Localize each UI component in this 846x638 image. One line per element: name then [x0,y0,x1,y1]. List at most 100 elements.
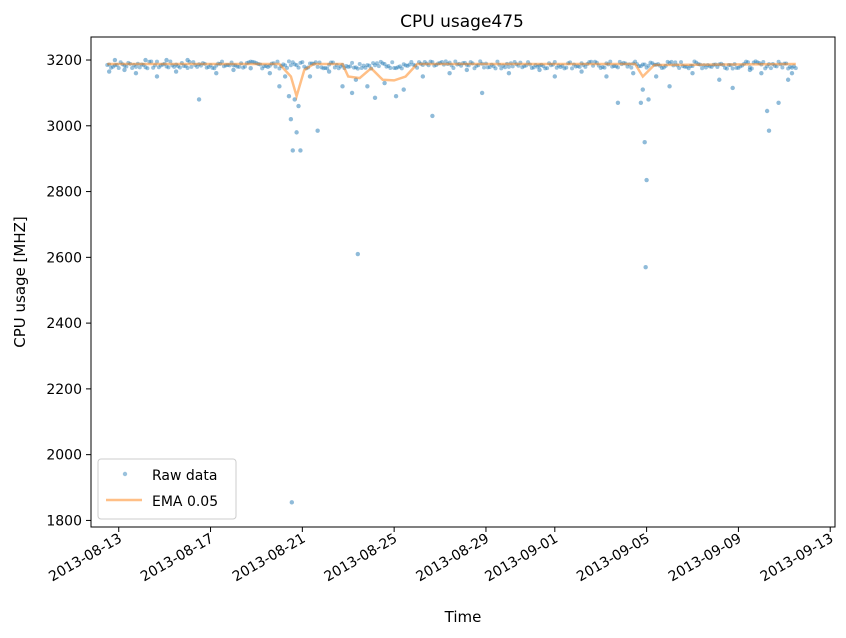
raw-data-point [143,65,148,70]
raw-data-point [124,64,129,69]
raw-data-point [367,63,372,68]
raw-data-point [409,60,414,65]
raw-data-point [529,65,534,70]
y-axis: 1800 2000 2200 2400 2600 2800 3000 3200 [46,53,91,529]
ema-series [107,62,796,101]
raw-data-point [149,59,154,64]
raw-data-point [145,66,150,71]
raw-data-point [583,64,588,69]
raw-data-point [300,60,305,65]
legend-raw-label: Raw data [152,468,217,484]
raw-data-point [168,59,173,64]
raw-data-point [401,62,406,67]
raw-data-point [401,87,406,92]
raw-data-point [478,59,483,64]
raw-data-point [638,64,643,69]
raw-data-point [602,65,607,70]
raw-data-point [608,59,613,64]
raw-data-point [206,64,211,69]
raw-data-point [665,59,670,64]
raw-data-point [177,65,182,70]
raw-data-point [667,84,672,89]
raw-data-point [267,70,273,76]
raw-data-point [589,59,594,64]
x-tick-label: 2013-09-09 [666,531,744,586]
raw-data-point [307,74,313,79]
raw-data-point [286,93,292,99]
x-axis-label: Time [444,608,482,626]
raw-data-point [241,65,246,70]
raw-data-point [326,69,332,74]
legend-raw-marker [122,471,128,477]
raw-data-point [137,65,142,70]
x-tick-label: 2013-08-13 [46,531,124,586]
raw-data-point [166,65,171,70]
raw-data-point [355,251,361,257]
raw-data-point [289,500,295,505]
raw-data-point [776,100,781,105]
plot-frame [90,36,836,528]
raw-data-point [365,84,370,89]
raw-data-point [482,65,487,70]
raw-data-point [388,66,393,71]
raw-data-point [573,64,578,69]
raw-data-point [235,64,240,69]
raw-data-point [346,64,351,69]
raw-data-point [122,67,127,73]
raw-data-point [646,97,651,102]
raw-data-point [759,70,764,76]
raw-data-point [332,65,337,70]
raw-data-point [185,57,190,63]
raw-data-point [579,69,584,74]
raw-data-point [112,57,118,63]
raw-data-point [558,64,563,69]
raw-data-point [349,90,355,96]
raw-data-point [789,65,794,70]
raw-data-point [495,59,500,64]
raw-data-point [393,93,399,99]
raw-data-point [378,59,383,64]
x-tick-label: 2013-09-13 [758,531,836,586]
raw-data-point [531,65,536,70]
raw-data-point [338,64,343,69]
legend-frame [97,458,237,520]
raw-data-point [405,63,410,68]
raw-data-point [403,63,408,68]
raw-data-point [143,57,148,63]
raw-data-point [277,66,282,71]
raw-data-point [384,64,389,69]
ema-line [107,62,796,101]
raw-data-point [296,65,301,70]
raw-data-point [340,84,345,89]
raw-data-point [506,64,511,69]
raw-data-point [692,59,697,64]
raw-data-point [472,66,477,71]
raw-data-point [724,66,729,71]
raw-data-point [399,66,404,71]
raw-data-point [570,66,575,71]
raw-data-point [604,74,609,79]
raw-data-point [376,64,381,69]
raw-data-point [380,61,385,66]
raw-data-point [753,59,758,64]
x-tick-label: 2013-08-29 [413,531,491,586]
raw-data-point [116,66,121,71]
raw-data-point [537,67,542,73]
raw-data-point [642,62,647,67]
raw-data-point [545,66,550,71]
raw-data-point [643,265,648,270]
raw-data-point [653,74,659,79]
raw-data-point [298,60,303,65]
y-tick-label: 3000 [46,119,82,135]
raw-data-point [700,66,705,71]
raw-data-point [355,66,360,71]
raw-data-point [277,84,282,89]
raw-data-point [242,64,247,69]
raw-data-point [535,64,540,69]
raw-data-point [151,65,156,70]
raw-data-point [789,70,795,76]
raw-data-point [491,64,496,69]
y-tick-label: 3200 [46,53,82,69]
raw-data-point [164,64,169,69]
raw-data-point [690,70,695,76]
